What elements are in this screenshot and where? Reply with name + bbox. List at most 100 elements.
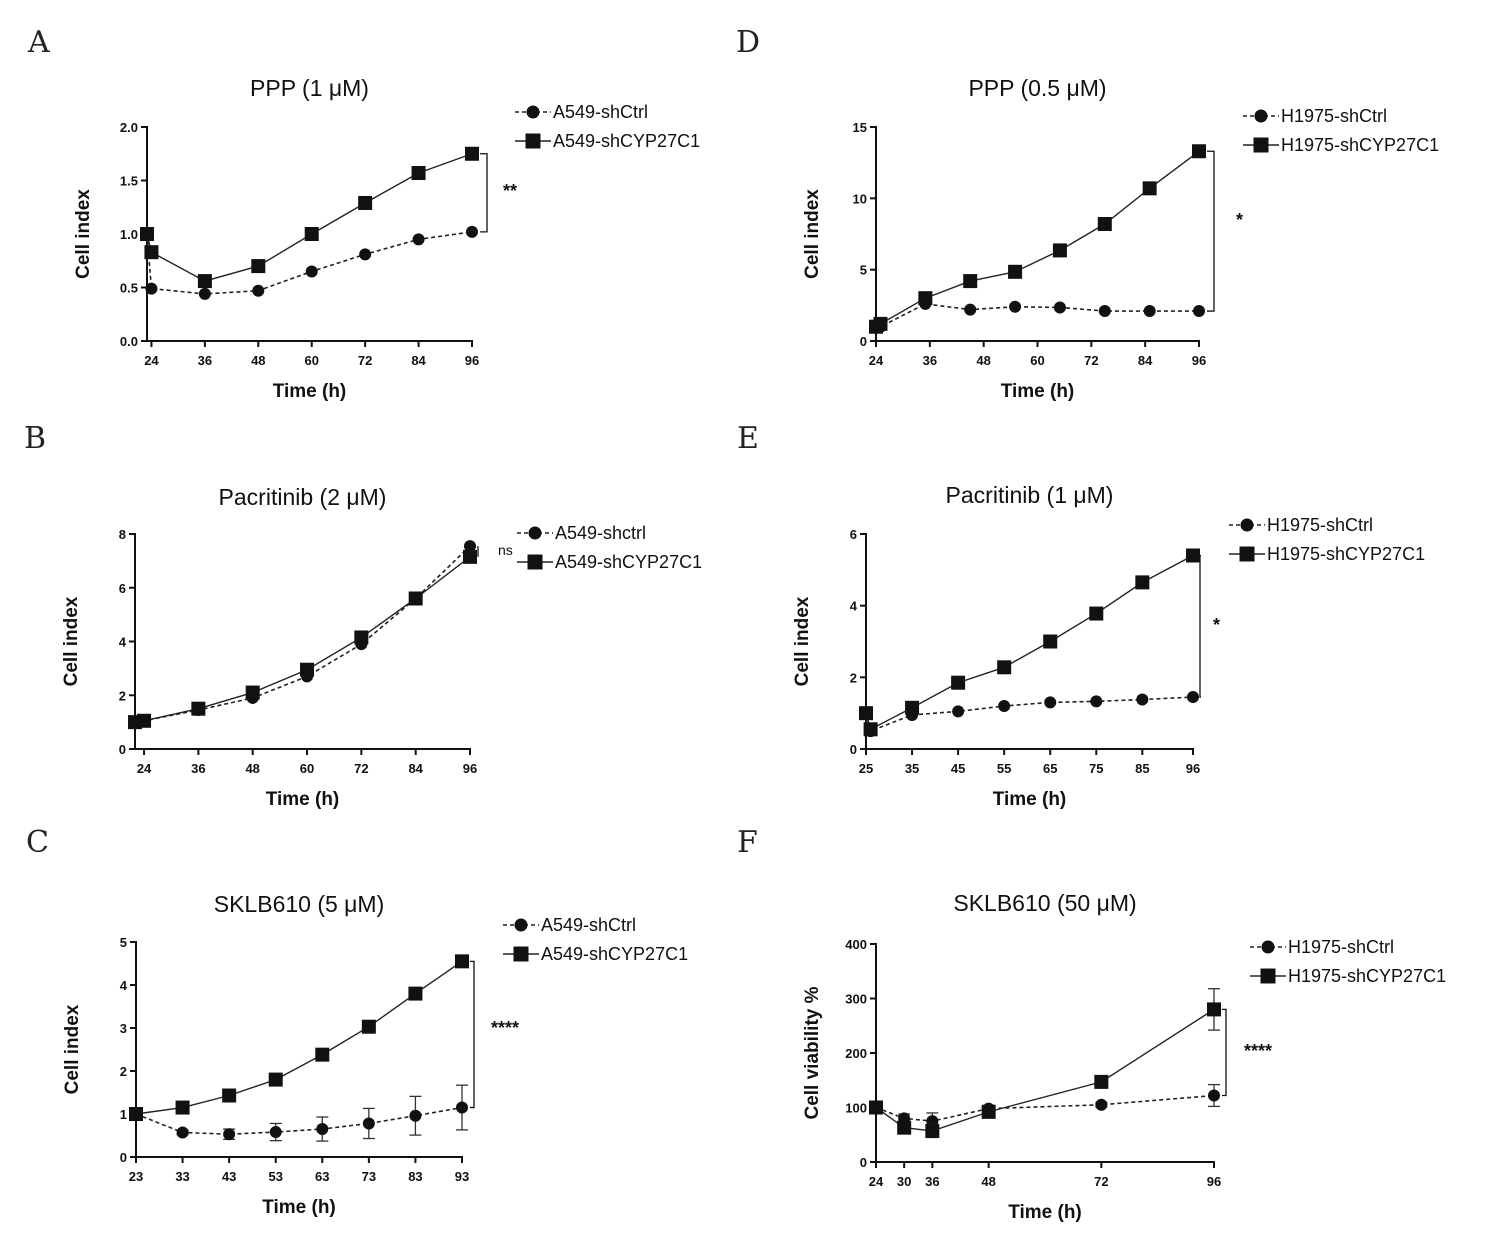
chart-title: SKLB610 (50 μM) [953, 890, 1136, 916]
data-point [176, 1126, 189, 1139]
legend-label: H1975-shCtrl [1281, 106, 1387, 126]
y-tick-label: 2.0 [120, 120, 138, 135]
data-point [464, 540, 476, 553]
series-h1975-shctrl [870, 297, 1205, 333]
data-point [198, 287, 211, 300]
y-tick-label: 4 [120, 978, 128, 993]
data-point [1193, 305, 1205, 318]
data-point [964, 303, 977, 316]
y-axis-label: Cell index [802, 189, 823, 279]
x-tick-label: 96 [1186, 761, 1200, 776]
y-axis-label: Cell viability % [802, 986, 823, 1119]
data-point [412, 233, 425, 246]
y-tick-label: 400 [845, 937, 867, 952]
series-line [134, 545, 471, 723]
series-line [875, 1094, 1215, 1122]
data-point [1186, 548, 1200, 563]
legend-label: A549-shCYP27C1 [553, 131, 700, 151]
data-point [245, 685, 260, 700]
chart-panel-f: F SKLB610 (50 μM) 0 100 200 300 400 24 30 36 48 72 9… [737, 825, 1446, 1223]
y-tick-label: 1 [120, 1107, 127, 1122]
series-line [876, 303, 1199, 328]
legend-label: A549-shCYP27C1 [555, 552, 702, 572]
significance-label: ** [503, 181, 517, 201]
data-point [409, 1109, 422, 1122]
y-tick-label: 1.0 [120, 227, 138, 242]
data-point [918, 291, 933, 306]
legend-label: H1975-shCYP27C1 [1267, 544, 1425, 564]
significance-bracket [480, 153, 488, 233]
legend-entry: A549-shCYP27C1 [515, 131, 700, 151]
data-point [1208, 1089, 1220, 1102]
series-a549-shcyp27c1 [128, 549, 477, 730]
data-point [1090, 695, 1103, 708]
panel-letter: E [737, 421, 759, 456]
data-point [1192, 144, 1206, 159]
data-point [268, 1072, 283, 1087]
x-tick-label: 45 [951, 761, 965, 776]
data-point [361, 1019, 376, 1034]
legend-entry: A549-shCYP27C1 [503, 944, 688, 964]
y-tick-label: 10 [853, 191, 867, 206]
data-point [252, 284, 265, 297]
legend-label: H1975-shCYP27C1 [1288, 966, 1446, 986]
y-tick-label: 200 [845, 1046, 867, 1061]
data-point [358, 195, 373, 210]
x-tick-label: 73 [362, 1169, 376, 1184]
chart-title: Pacritinib (2 μM) [219, 484, 387, 510]
significance-label: **** [491, 1018, 519, 1038]
x-tick-label: 60 [1030, 353, 1044, 368]
legend-label: H1975-shCYP27C1 [1281, 135, 1439, 155]
x-tick-label: 75 [1089, 761, 1103, 776]
data-point [137, 713, 152, 728]
x-tick-label: 24 [137, 761, 152, 776]
data-point [305, 265, 318, 278]
panel-letter: A [27, 25, 50, 60]
x-tick-label: 30 [897, 1174, 911, 1189]
legend-entry: A549-shCtrl [503, 915, 636, 935]
series-a549-shctrl [130, 1084, 468, 1142]
data-point [952, 705, 965, 718]
data-point [1207, 1002, 1221, 1017]
y-tick-label: 4 [850, 599, 858, 614]
significance-label: **** [1244, 1041, 1272, 1061]
data-point [859, 706, 873, 721]
y-tick-label: 3 [120, 1021, 127, 1036]
x-tick-label: 36 [923, 353, 937, 368]
data-point [997, 660, 1012, 675]
series-line [135, 960, 463, 1115]
y-tick-label: 2 [119, 688, 126, 703]
series-h1975-shctrl [870, 1083, 1220, 1130]
chart-title: PPP (0.5 μM) [968, 75, 1106, 101]
series-line [146, 231, 473, 295]
legend-entry: H1975-shCtrl [1243, 106, 1387, 126]
x-tick-label: 48 [251, 353, 265, 368]
data-point [1052, 243, 1067, 258]
legend-entry: H1975-shCtrl [1229, 515, 1373, 535]
legend-entry: H1975-shCYP27C1 [1229, 544, 1425, 564]
legend-entry: A549-shCYP27C1 [517, 552, 702, 572]
series-a549-shctrl [141, 225, 478, 300]
x-axis-label: Time (h) [273, 381, 347, 402]
data-point [175, 1100, 190, 1115]
legend-entry: H1975-shCtrl [1250, 937, 1394, 957]
y-tick-label: 0.0 [120, 334, 138, 349]
x-tick-label: 55 [997, 761, 1011, 776]
x-tick-label: 25 [859, 761, 873, 776]
series-a549-shcyp27c1 [140, 146, 479, 289]
y-axis-label: Cell index [73, 189, 94, 279]
y-tick-label: 5 [120, 935, 127, 950]
legend-marker [1254, 109, 1268, 123]
data-point [869, 1100, 883, 1115]
x-tick-label: 24 [144, 353, 159, 368]
legend-marker [525, 133, 541, 149]
y-tick-label: 0 [850, 742, 857, 757]
data-point [1008, 264, 1023, 279]
data-point [863, 722, 878, 737]
data-point [300, 662, 315, 677]
legend-marker [527, 554, 543, 570]
data-point [873, 316, 888, 331]
x-tick-label: 24 [869, 1174, 884, 1189]
legend-marker [513, 946, 529, 962]
